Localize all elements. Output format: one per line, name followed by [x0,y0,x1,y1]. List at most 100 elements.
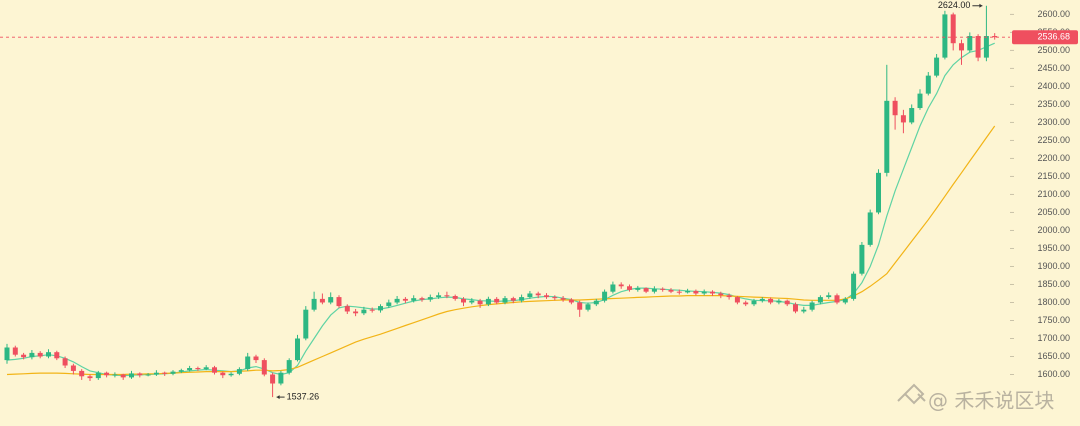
candle-body [668,289,674,292]
candle-body [602,291,608,301]
candle-body [411,298,417,301]
candle-body [4,347,10,361]
candle-body [236,369,242,374]
candle-body [444,295,450,297]
y-tick-label: 2450.00 [1037,63,1070,73]
candle-body [485,298,491,305]
candle-body [436,295,442,298]
y-tick-label: 2300.00 [1037,117,1070,127]
y-tick-label: 2000.00 [1037,225,1070,235]
candle-body [967,36,973,51]
candle-body [710,291,715,294]
candle-body [734,297,740,303]
candle-body [112,374,118,376]
candle-body [544,295,549,298]
candle-body [303,309,309,339]
candle-body [826,295,832,298]
candle-body [394,298,400,303]
candle-body [817,297,823,303]
price-label: 2536.68 [1037,32,1070,42]
candle-body [311,298,317,310]
candle-body [95,372,101,379]
y-tick-label: 2500.00 [1037,45,1070,55]
candle-body [278,372,284,384]
watermark-logo [897,383,926,405]
candle-body [145,374,151,376]
candle-body [319,298,325,303]
candle-body [975,36,981,58]
candle-body [220,372,226,376]
candle-body [759,298,765,301]
candle-body [203,367,209,370]
candle-body [859,244,865,274]
y-tick-label: 2200.00 [1037,153,1070,163]
candle-body [585,304,591,310]
candle-body [685,290,691,293]
y-tick-label: 1750.00 [1037,315,1070,325]
y-tick-label: 2100.00 [1037,189,1070,199]
candle-body [54,352,60,359]
annotation-arrowhead [276,395,280,400]
candle-body [46,352,51,357]
candle-body [37,352,43,357]
candle-body [593,300,599,305]
price-badge [1012,30,1078,45]
candle-body [170,371,176,374]
candle-body [842,298,848,303]
candle-body [950,14,956,44]
candle-body [519,297,525,301]
candle-body [983,36,989,58]
candle-body [610,284,616,292]
y-tick-label: 2250.00 [1037,135,1070,145]
candle-body [934,57,940,76]
candle-body [427,297,433,300]
candle-body [867,212,873,245]
candle-body [79,370,85,377]
candle-body [676,291,682,293]
candle-body [195,368,201,370]
candle-body [245,356,251,370]
candle-body [153,372,159,375]
candle-body [502,298,508,303]
candle-body [187,368,193,371]
candle-body [577,302,583,310]
candle-body [253,356,259,361]
candle-body [104,372,110,376]
y-tick-label: 1650.00 [1037,351,1070,361]
candle-body [328,297,334,303]
candle-body [643,288,649,292]
candle-body [137,373,143,376]
candle-body [295,338,300,361]
y-tick-label: 1600.00 [1037,369,1070,379]
candle-body [743,302,749,305]
candle-body [851,273,857,299]
y-tick-label: 2350.00 [1037,99,1070,109]
candle-body [876,172,881,213]
candle-body [793,304,798,312]
candle-body [261,360,267,375]
y-tick-label: 2050.00 [1037,207,1070,217]
candle-body [892,100,898,116]
candle-body [768,298,774,303]
candle-body [776,300,782,303]
candle-body [651,288,657,292]
candle-body [959,43,964,51]
candle-body [535,293,541,296]
candle-body [21,354,27,358]
annotation-label: 1537.26 [287,391,320,401]
candle-body [784,300,790,305]
candle-body [925,75,931,94]
y-tick-label: 1800.00 [1037,297,1070,307]
candle-body [992,36,998,38]
candle-body [627,286,632,290]
candle-body [618,284,624,287]
candle-body [660,288,666,290]
candle-body [336,297,342,307]
candle-body [353,311,359,314]
candle-body [344,306,350,312]
y-tick-label: 1700.00 [1037,333,1070,343]
y-tick-label: 1950.00 [1037,243,1070,253]
candle-body [178,370,184,372]
